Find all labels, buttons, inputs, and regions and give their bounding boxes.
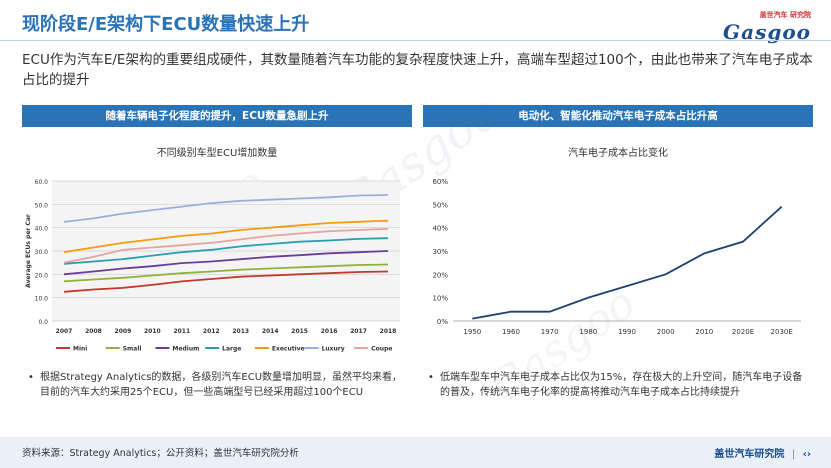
bullet-dot: • <box>28 372 34 383</box>
x-tick-label: 1950 <box>463 328 481 336</box>
y-tick-label: 40% <box>432 225 448 233</box>
x-tick-label: 2018 <box>380 328 397 335</box>
y-tick-label: 50% <box>432 201 448 209</box>
left-bullet-text: 根据Strategy Analytics的数据，各级别汽车ECU数量增加明显，虽… <box>40 372 403 398</box>
legend-label: Mini <box>73 346 87 353</box>
x-tick-label: 2010 <box>695 328 713 336</box>
x-tick-label: 2007 <box>56 328 73 335</box>
footer-brand-name: 盖世汽车研究院 <box>714 449 785 460</box>
x-tick-label: 2012 <box>203 328 220 335</box>
y-tick-label: 20.0 <box>35 272 49 279</box>
x-tick-label: 2015 <box>291 328 308 335</box>
x-tick-label: 2010 <box>144 328 161 335</box>
footer-brand: 盖世汽车研究院 | ‹› <box>714 445 811 460</box>
x-tick-label: 1980 <box>579 328 597 336</box>
right-bullet-text: 低端车型车中汽车电子成本占比仅为15%，存在极大的上升空间，随汽车电子设备的普及… <box>440 372 803 398</box>
legend-label: Medium <box>172 346 199 353</box>
cost-share-line-chart: 0% 10% 20% 30% 40% 50% 60% 1950 1960 1970 1980 1990… <box>432 178 801 336</box>
legend-label: Luxury <box>322 346 345 353</box>
series-line-cost-share <box>472 205 783 320</box>
series-line-large <box>63 237 389 265</box>
page-arrow-icon[interactable]: ‹› <box>802 449 811 460</box>
y-tick-label: 30.0 <box>35 249 49 256</box>
legend-label: Coupe <box>371 346 392 353</box>
series-line-mini <box>63 270 389 293</box>
series-line-small <box>63 263 389 283</box>
x-tick-label: 2014 <box>262 328 279 335</box>
x-tick-label: 2000 <box>657 328 675 336</box>
footer-separator: | <box>791 449 796 460</box>
x-tick-label: 2011 <box>173 328 190 335</box>
x-tick-label: 2009 <box>115 328 132 335</box>
left-chart-title: 不同级别车型ECU增加数量 <box>156 148 278 159</box>
y-tick-label: 0.0 <box>38 319 48 326</box>
right-bullet: • 低端车型车中汽车电子成本占比仅为15%，存在极大的上升空间，随汽车电子设备的… <box>428 370 810 400</box>
series-line-coupe <box>63 227 389 264</box>
y-tick-label: 60% <box>432 178 448 186</box>
intro-paragraph: ECU作为汽车E/E架构的重要组成硬件，其数量随着汽车功能的复杂程度快速上升，高… <box>22 52 813 88</box>
x-tick-label: 1990 <box>618 328 636 336</box>
legend-label: Executive <box>272 346 305 353</box>
brand-logo: 盖世汽车 研究院 Gasgoo <box>701 10 811 44</box>
left-banner: 随着车辆电子化程度的提升，ECU数量急剧上升 <box>22 105 412 127</box>
y-tick-label: 30% <box>432 248 448 256</box>
x-tick-label: 2020E <box>732 328 754 336</box>
title-divider <box>0 40 831 41</box>
x-tick-label: 1960 <box>502 328 520 336</box>
ecu-line-chart: 0.0 10.0 20.0 30.0 40.0 50.0 60.0 2007 2008 2009 2… <box>25 179 400 353</box>
x-tick-label: 2008 <box>85 328 102 335</box>
x-tick-label: 2016 <box>321 328 338 335</box>
bullet-dot: • <box>428 372 434 383</box>
x-tick-label: 2013 <box>232 328 249 335</box>
series-line-medium <box>63 250 389 276</box>
source-note: 资料来源：Strategy Analytics；公开资料；盖世汽车研究院分析 <box>22 448 299 459</box>
series-line-luxury <box>63 194 389 223</box>
legend-label: Small <box>123 346 142 353</box>
y-tick-label: 10.0 <box>35 296 49 303</box>
y-tick-label: 10% <box>432 295 448 303</box>
y-tick-label: 20% <box>432 271 448 279</box>
y-tick-label: 50.0 <box>35 202 49 209</box>
x-tick-label: 1970 <box>541 328 559 336</box>
left-bullet: • 根据Strategy Analytics的数据，各级别汽车ECU数量增加明显… <box>28 370 410 400</box>
y-axis-label: Average ECUs per Car <box>25 214 32 288</box>
y-tick-label: 60.0 <box>35 179 49 186</box>
y-tick-label: 40.0 <box>35 226 49 233</box>
logo-subtitle: 盖世汽车 研究院 <box>759 11 811 19</box>
x-tick-label: 2017 <box>350 328 367 335</box>
right-chart-title: 汽车电子成本占比变化 <box>568 148 668 159</box>
footer-bar: 资料来源：Strategy Analytics；公开资料；盖世汽车研究院分析 盖… <box>0 437 831 468</box>
page-title: 现阶段E/E架构下ECU数量快速上升 <box>22 14 310 35</box>
legend-label: Large <box>222 346 241 353</box>
x-tick-label: 2030E <box>771 328 793 336</box>
y-tick-label: 0% <box>437 318 448 326</box>
right-banner: 电动化、智能化推动汽车电子成本占比升高 <box>423 105 813 127</box>
series-line-executive <box>63 219 389 254</box>
